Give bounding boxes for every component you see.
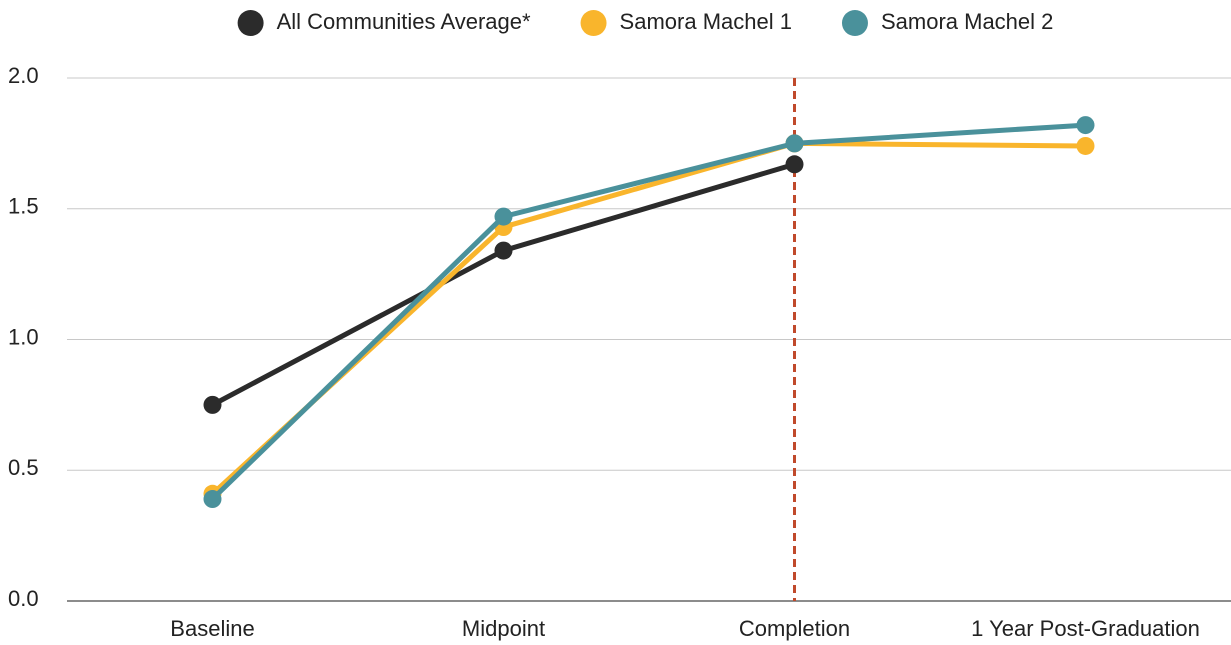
series-line [210,122,1086,501]
data-point [785,155,804,174]
data-point [1076,116,1095,135]
series-line [210,140,1086,496]
y-tick-label: 1.0 [8,324,39,349]
y-tick-label: 0.5 [8,455,39,480]
legend-label: Samora Machel 1 [620,9,792,34]
data-point [494,241,513,260]
x-tick-label: Midpoint [462,616,545,641]
data-point [1076,136,1095,155]
y-tick-label: 2.0 [8,63,39,88]
data-point [203,490,222,509]
legend-swatch [841,10,868,36]
grid [67,77,1231,602]
x-tick-label: Completion [739,616,850,641]
data-point [203,395,222,414]
y-tick-label: 1.5 [8,194,39,219]
x-tick-label: Baseline [170,616,254,641]
y-tick-label: 0.0 [8,586,39,611]
series-line [211,161,796,408]
legend-swatch [237,10,264,36]
data-point [494,207,513,226]
data-point [785,134,804,153]
legend: All Communities Average* Samora Machel 1 S… [237,9,1053,36]
legend-swatch [580,10,607,36]
legend-label: All Communities Average* [277,9,531,34]
x-tick-label: 1 Year Post-Graduation [971,616,1200,641]
legend-label: Samora Machel 2 [881,9,1053,34]
